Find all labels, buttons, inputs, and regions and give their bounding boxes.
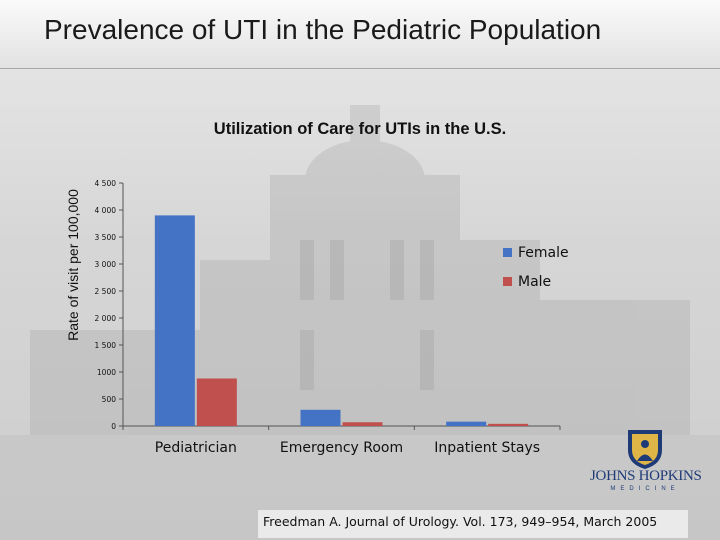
slide-title: Prevalence of UTI in the Pediatric Popul… bbox=[44, 14, 602, 45]
y-tick-label: 4 000 bbox=[95, 206, 117, 215]
x-category-label: Pediatrician bbox=[155, 440, 237, 456]
bar-female-1 bbox=[154, 215, 195, 426]
legend-swatch-female bbox=[503, 248, 512, 257]
y-tick-label: 3 000 bbox=[95, 260, 117, 269]
bar-male-2 bbox=[342, 422, 383, 426]
x-category-label: Emergency Room bbox=[280, 440, 403, 456]
legend-label-female: Female bbox=[518, 244, 569, 261]
y-tick-label: 1000 bbox=[97, 368, 116, 377]
legend-item-male: Male bbox=[503, 267, 569, 296]
y-tick-label: 0 bbox=[111, 422, 116, 431]
legend-swatch-male bbox=[503, 277, 512, 286]
y-tick-label: 2 500 bbox=[95, 287, 117, 296]
y-tick-label: 2 000 bbox=[95, 314, 117, 323]
bar-male-3 bbox=[488, 423, 529, 426]
y-tick-label: 1 500 bbox=[95, 341, 117, 350]
bar-female-3 bbox=[446, 421, 487, 426]
chart-title: Utilization of Care for UTIs in the U.S. bbox=[213, 120, 507, 138]
citation-text: Freedman A. Journal of Urology. Vol. 173… bbox=[263, 514, 658, 529]
chart-legend: Female Male bbox=[503, 238, 569, 296]
bar-female-2 bbox=[300, 409, 341, 426]
citation-box bbox=[258, 510, 688, 538]
legend-item-female: Female bbox=[503, 238, 569, 267]
y-tick-label: 3 500 bbox=[95, 233, 117, 242]
shield-icon bbox=[628, 430, 662, 469]
logo-wordmark: JOHNS HOPKINS bbox=[590, 468, 702, 484]
slide-header: Prevalence of UTI in the Pediatric Popul… bbox=[0, 0, 720, 69]
legend-label-male: Male bbox=[518, 273, 552, 290]
bar-male-1 bbox=[196, 378, 237, 426]
johns-hopkins-logo: JOHNS HOPKINS MEDICINE bbox=[590, 428, 702, 500]
y-tick-label: 4 500 bbox=[95, 179, 117, 188]
logo-subtext: MEDICINE bbox=[610, 486, 680, 492]
y-tick-label: 500 bbox=[102, 395, 117, 404]
x-category-label: Inpatient Stays bbox=[434, 440, 540, 456]
